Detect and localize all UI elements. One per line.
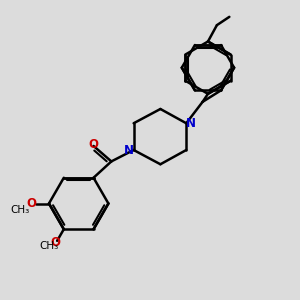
Text: O: O: [50, 236, 60, 249]
Text: O: O: [88, 138, 98, 151]
Text: N: N: [124, 143, 134, 157]
Text: CH₃: CH₃: [40, 241, 59, 251]
Text: N: N: [186, 117, 196, 130]
Text: CH₃: CH₃: [11, 205, 30, 215]
Text: O: O: [26, 197, 36, 210]
